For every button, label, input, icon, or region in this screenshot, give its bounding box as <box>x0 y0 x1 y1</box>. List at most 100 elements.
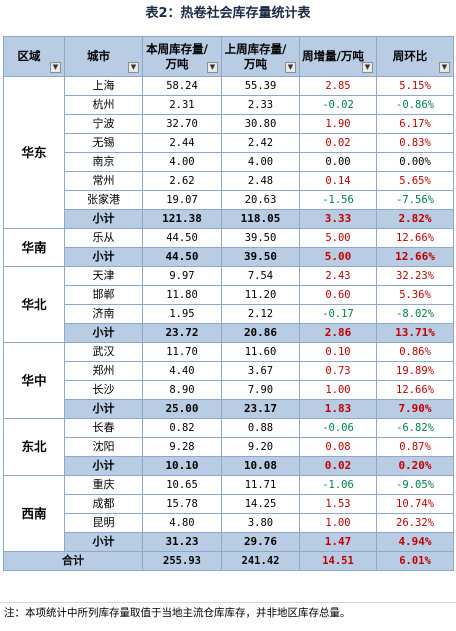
table-row: 华南 乐从 44.50 39.50 5.00 12.66% <box>3 228 454 267</box>
filter-dropdown-icon[interactable]: ▼ <box>50 62 61 73</box>
last-week-cell: 14.25 <box>221 494 300 514</box>
filter-dropdown-icon[interactable]: ▼ <box>285 62 296 73</box>
change-cell: -1.06 <box>299 475 377 495</box>
last-week-cell: 2.33 <box>221 95 300 115</box>
header-this-week: 本周库存量/万吨 ▼ <box>142 36 222 77</box>
subtotal-label: 小计 <box>64 399 143 419</box>
last-week-cell: 11.20 <box>221 285 300 305</box>
change-cell: 0.02 <box>299 133 377 153</box>
total-pct: 6.01% <box>376 551 454 571</box>
city-cell: 成都 <box>64 494 143 514</box>
pct-cell: 19.89% <box>376 361 454 381</box>
this-week-cell: 8.90 <box>142 380 222 400</box>
total-this-week: 255.93 <box>142 551 222 571</box>
pct-cell: 5.65% <box>376 171 454 191</box>
region-cell: 华东 <box>3 76 65 229</box>
subtotal-this-week: 44.50 <box>142 247 222 267</box>
city-cell: 杭州 <box>64 95 143 115</box>
change-cell: 2.43 <box>299 266 377 286</box>
pct-cell: -7.56% <box>376 190 454 210</box>
change-cell: -0.06 <box>299 418 377 438</box>
subtotal-change: 3.33 <box>299 209 377 229</box>
subtotal-this-week: 10.10 <box>142 456 222 476</box>
subtotal-last-week: 23.17 <box>221 399 300 419</box>
subtotal-change: 2.86 <box>299 323 377 343</box>
pct-cell: 26.32% <box>376 513 454 533</box>
region-cell: 东北 <box>3 418 65 476</box>
city-cell: 沈阳 <box>64 437 143 457</box>
last-week-cell: 3.80 <box>221 513 300 533</box>
subtotal-pct: 13.71% <box>376 323 454 343</box>
filter-dropdown-icon[interactable]: ▼ <box>128 62 139 73</box>
city-cell: 武汉 <box>64 342 143 362</box>
change-cell: 1.00 <box>299 380 377 400</box>
this-week-cell: 11.70 <box>142 342 222 362</box>
change-cell: 0.73 <box>299 361 377 381</box>
this-week-cell: 0.82 <box>142 418 222 438</box>
subtotal-label: 小计 <box>64 247 143 267</box>
inventory-table: 区域 ▼ 城市 ▼ 本周库存量/万吨 ▼ 上周库存量/万吨 ▼ 周增量/万吨 ▼ 周环比 ▼… <box>3 36 454 571</box>
pct-cell: -9.05% <box>376 475 454 495</box>
city-cell: 常州 <box>64 171 143 191</box>
filter-dropdown-icon[interactable]: ▼ <box>362 62 373 73</box>
table-title: 表2：热卷社会库存量统计表 <box>145 6 311 21</box>
city-cell: 宁波 <box>64 114 143 134</box>
table-row: 郑州 4.40 3.67 0.73 19.89% <box>4 361 454 381</box>
this-week-cell: 2.31 <box>142 95 222 115</box>
pct-cell: 5.15% <box>376 76 454 96</box>
last-week-cell: 2.48 <box>221 171 300 191</box>
this-week-cell: 9.97 <box>142 266 222 286</box>
total-row: 合计 255.93 241.42 14.51 6.01% <box>3 551 454 571</box>
table-row: 西南 重庆 10.65 11.71 -1.06 -9.05% <box>3 475 454 552</box>
table-row: 华东 上海 58.24 55.39 2.85 5.15% <box>3 76 454 229</box>
subtotal-this-week: 121.38 <box>142 209 222 229</box>
table-row: 济南 1.95 2.12 -0.17 -8.02% <box>4 304 454 324</box>
this-week-cell: 2.44 <box>142 133 222 153</box>
this-week-cell: 1.95 <box>142 304 222 324</box>
subtotal-row: 小计 10.10 10.08 0.02 0.20% <box>4 456 454 476</box>
this-week-cell: 4.40 <box>142 361 222 381</box>
this-week-cell: 32.70 <box>142 114 222 134</box>
city-cell: 无锡 <box>64 133 143 153</box>
subtotal-label: 小计 <box>64 209 143 229</box>
table-row: 宁波 32.70 30.80 1.90 6.17% <box>4 114 454 134</box>
this-week-cell: 44.50 <box>142 228 222 248</box>
this-week-cell: 10.65 <box>142 475 222 495</box>
subtotal-row: 小计 31.23 29.76 1.47 4.94% <box>4 532 454 552</box>
subtotal-pct: 2.82% <box>376 209 454 229</box>
subtotal-last-week: 29.76 <box>221 532 300 552</box>
change-cell: 0.14 <box>299 171 377 191</box>
table-row: 邯郸 11.80 11.20 0.60 5.36% <box>4 285 454 305</box>
header-row: 区域 ▼ 城市 ▼ 本周库存量/万吨 ▼ 上周库存量/万吨 ▼ 周增量/万吨 ▼ 周环比 ▼ <box>3 36 454 77</box>
city-cell: 重庆 <box>64 475 143 495</box>
last-week-cell: 0.88 <box>221 418 300 438</box>
last-week-cell: 9.20 <box>221 437 300 457</box>
table-row: 无锡 2.44 2.42 0.02 0.83% <box>4 133 454 153</box>
pct-cell: 12.66% <box>376 228 454 248</box>
last-week-cell: 7.54 <box>221 266 300 286</box>
last-week-cell: 11.71 <box>221 475 300 495</box>
last-week-cell: 30.80 <box>221 114 300 134</box>
subtotal-label: 小计 <box>64 323 143 343</box>
change-cell: 0.10 <box>299 342 377 362</box>
pct-cell: 32.23% <box>376 266 454 286</box>
header-region: 区域 ▼ <box>3 36 65 77</box>
last-week-cell: 4.00 <box>221 152 300 172</box>
filter-dropdown-icon[interactable]: ▼ <box>439 62 450 73</box>
this-week-cell: 58.24 <box>142 76 222 96</box>
region-cell: 西南 <box>3 475 65 552</box>
city-cell: 南京 <box>64 152 143 172</box>
header-last-week: 上周库存量/万吨 ▼ <box>221 36 300 77</box>
subtotal-pct: 4.94% <box>376 532 454 552</box>
this-week-cell: 4.80 <box>142 513 222 533</box>
city-cell: 郑州 <box>64 361 143 381</box>
table-row: 杭州 2.31 2.33 -0.02 -0.86% <box>4 95 454 115</box>
subtotal-last-week: 20.86 <box>221 323 300 343</box>
subtotal-pct: 12.66% <box>376 247 454 267</box>
subtotal-row: 小计 25.00 23.17 1.83 7.90% <box>4 399 454 419</box>
change-cell: 1.53 <box>299 494 377 514</box>
filter-dropdown-icon[interactable]: ▼ <box>207 62 218 73</box>
change-cell: 0.60 <box>299 285 377 305</box>
pct-cell: 10.74% <box>376 494 454 514</box>
last-week-cell: 7.90 <box>221 380 300 400</box>
